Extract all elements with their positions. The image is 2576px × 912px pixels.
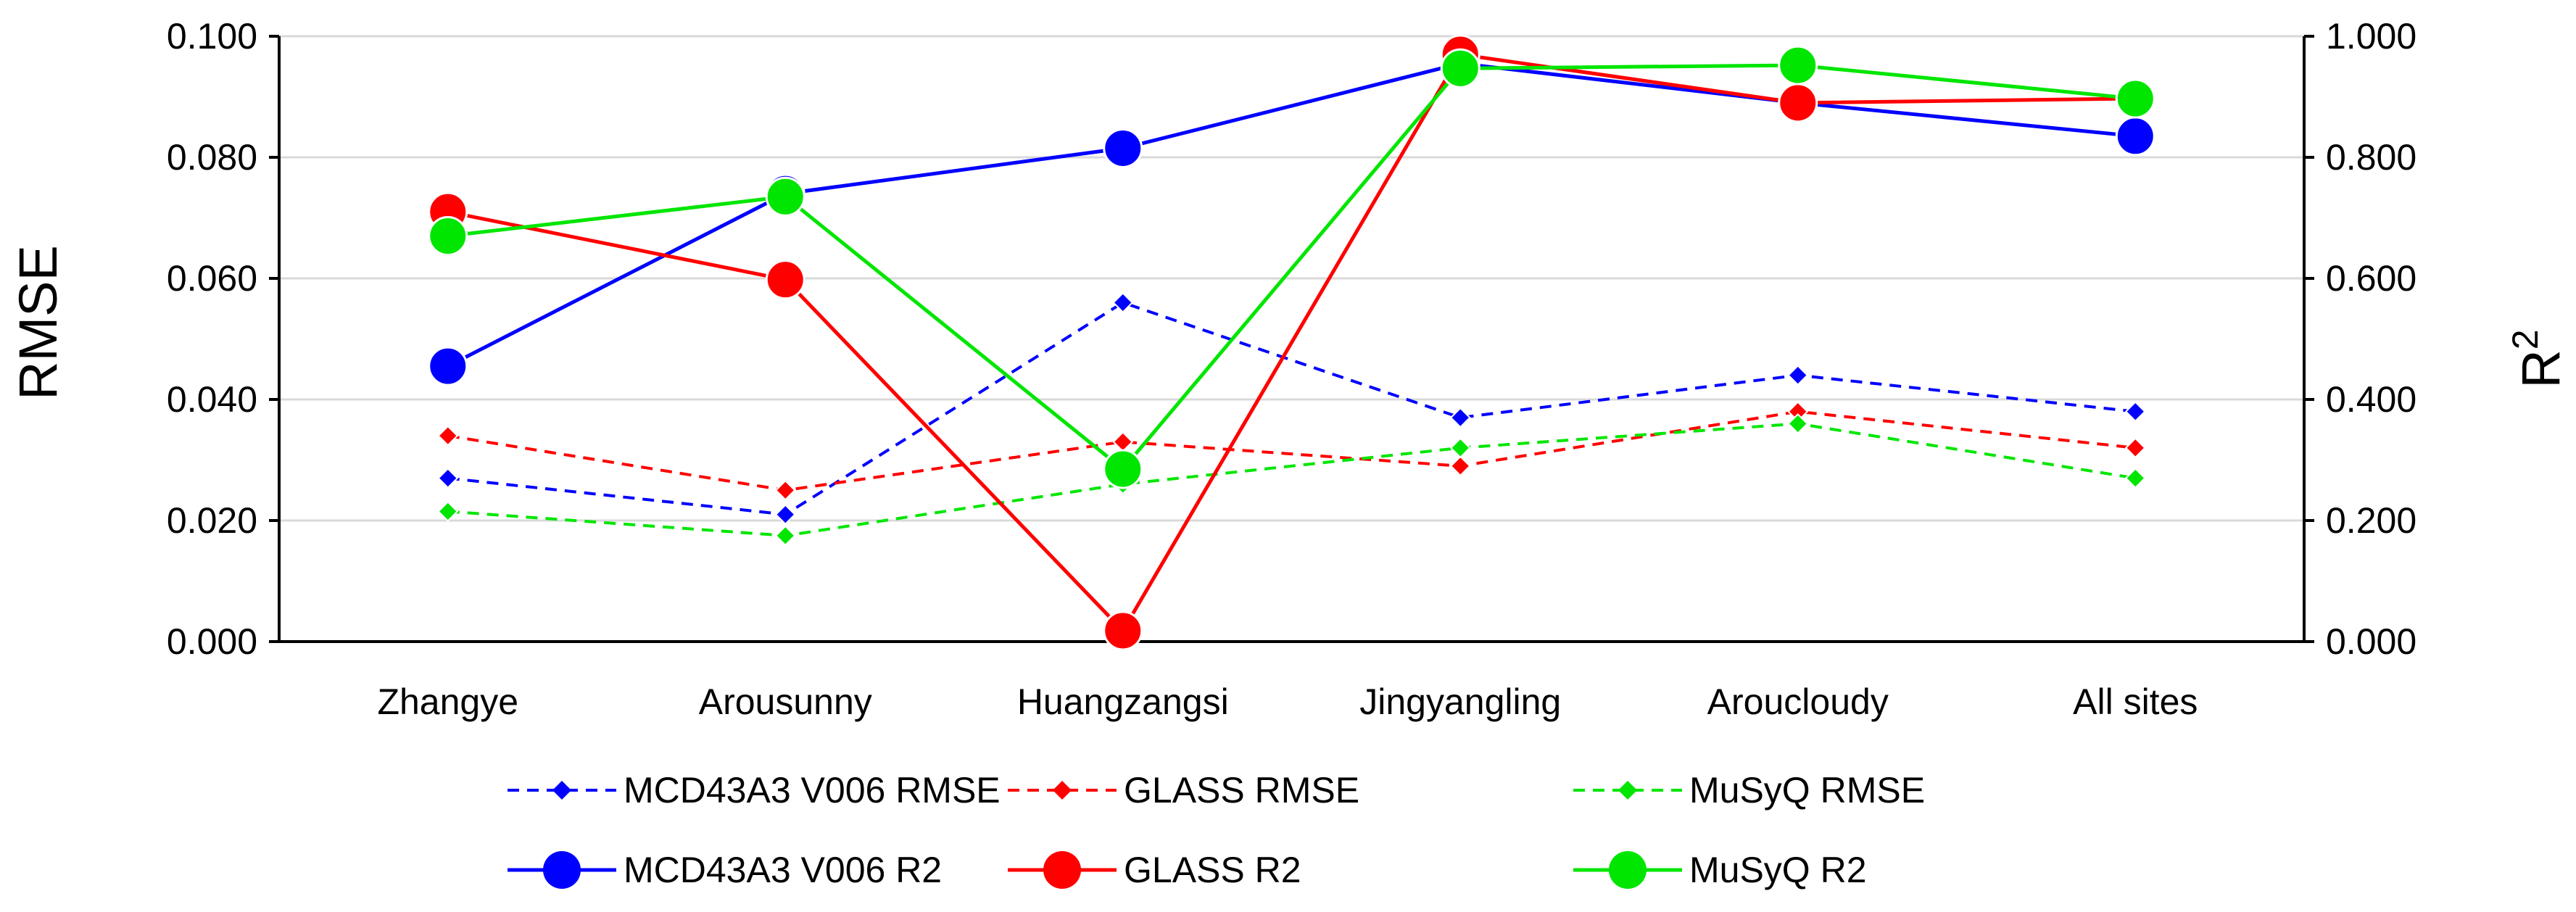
- gridlines: [279, 35, 2304, 522]
- series-line: [447, 422, 2136, 537]
- legend-label: MuSyQ R2: [1689, 850, 1867, 890]
- data-point: [437, 425, 459, 447]
- right-axis-title: R2: [2505, 329, 2571, 388]
- legend-marker: [552, 781, 571, 800]
- data-point: [428, 216, 468, 257]
- x-tick-label: Zhangye: [377, 681, 518, 722]
- data-point: [428, 346, 468, 386]
- series-line: [447, 301, 2136, 516]
- series-line: [447, 63, 2136, 472]
- legend-marker: [1618, 781, 1637, 800]
- data-point: [2115, 78, 2155, 119]
- legend-label: MCD43A3 V006 R2: [624, 850, 942, 890]
- legend-label: GLASS RMSE: [1124, 770, 1359, 811]
- data-point: [1103, 449, 1143, 489]
- axes: [269, 35, 2314, 643]
- legend-item: MCD43A3 V006 RMSE: [508, 770, 1001, 811]
- data-point: [1778, 45, 1818, 86]
- legend-marker: [1043, 851, 1081, 889]
- x-tick-label: Arousunny: [699, 681, 872, 722]
- right-axis-ticks: 0.000 0.200 0.400 0.600 0.800 1.000: [2326, 16, 2416, 662]
- data-point: [1787, 365, 1809, 386]
- legend-marker: [543, 851, 581, 889]
- right-tick-label: 0.200: [2326, 500, 2416, 541]
- right-tick-label: 0.800: [2326, 137, 2416, 178]
- data-point: [774, 504, 796, 526]
- series-layer: [428, 34, 2155, 651]
- x-tick-label: Jingyangling: [1359, 681, 1561, 722]
- right-tick-label: 0.000: [2326, 621, 2416, 662]
- left-tick-label: 0.040: [167, 379, 257, 420]
- left-tick-label: 0.100: [167, 16, 257, 57]
- legend-label: MCD43A3 V006 RMSE: [624, 770, 1001, 811]
- data-point: [2124, 401, 2146, 423]
- left-tick-label: 0.060: [167, 258, 257, 299]
- data-point: [1112, 431, 1134, 452]
- left-axis-title: RMSE: [8, 245, 68, 400]
- legend-label: GLASS R2: [1124, 850, 1301, 890]
- data-point: [1449, 407, 1471, 428]
- legend-item: MuSyQ RMSE: [1573, 770, 1925, 811]
- series-line: [447, 62, 2136, 368]
- x-tick-label: All sites: [2073, 681, 2198, 722]
- right-tick-label: 0.600: [2326, 258, 2416, 299]
- data-point: [1112, 291, 1134, 313]
- data-point: [1449, 437, 1471, 459]
- x-tick-label: Huangzangsi: [1017, 681, 1229, 722]
- legend-marker: [1053, 781, 1072, 800]
- data-point: [437, 501, 459, 522]
- data-point: [1103, 128, 1143, 168]
- data-point: [2124, 437, 2146, 459]
- data-point: [1440, 48, 1480, 88]
- data-point: [2115, 116, 2155, 157]
- right-tick-label: 1.000: [2326, 16, 2416, 57]
- series-line: [447, 52, 2136, 634]
- data-point: [774, 479, 796, 501]
- legend-marker: [1609, 851, 1647, 889]
- left-tick-label: 0.080: [167, 137, 257, 178]
- data-point: [765, 176, 805, 217]
- data-point: [1787, 413, 1809, 434]
- data-point: [1449, 455, 1471, 477]
- data-point: [1103, 610, 1143, 651]
- data-point: [2124, 468, 2146, 489]
- legend-item: MuSyQ R2: [1573, 850, 1867, 890]
- x-axis-ticks: Zhangye Arousunny Huangzangsi Jingyangling A…: [377, 681, 2198, 722]
- x-tick-label: Aroucloudy: [1707, 681, 1889, 722]
- data-point: [1778, 83, 1818, 123]
- left-tick-label: 0.000: [167, 621, 257, 662]
- series-line: [447, 410, 2136, 492]
- data-point: [765, 260, 805, 300]
- legend: MCD43A3 V006 RMSE GLASS RMSE MuSyQ RMSE MCD…: [508, 770, 1925, 890]
- data-point: [437, 468, 459, 489]
- data-point: [774, 525, 796, 547]
- left-axis-ticks: 0.000 0.020 0.040 0.060 0.080 0.100: [167, 16, 257, 662]
- right-axis-title-base: R: [2511, 349, 2571, 388]
- legend-item: GLASS R2: [1008, 850, 1301, 890]
- right-axis-title-sup: 2: [2505, 329, 2546, 349]
- right-tick-label: 0.400: [2326, 379, 2416, 420]
- legend-item: MCD43A3 V006 R2: [508, 850, 942, 890]
- legend-label: MuSyQ RMSE: [1689, 770, 1925, 811]
- legend-item: GLASS RMSE: [1008, 770, 1359, 811]
- left-tick-label: 0.020: [167, 500, 257, 541]
